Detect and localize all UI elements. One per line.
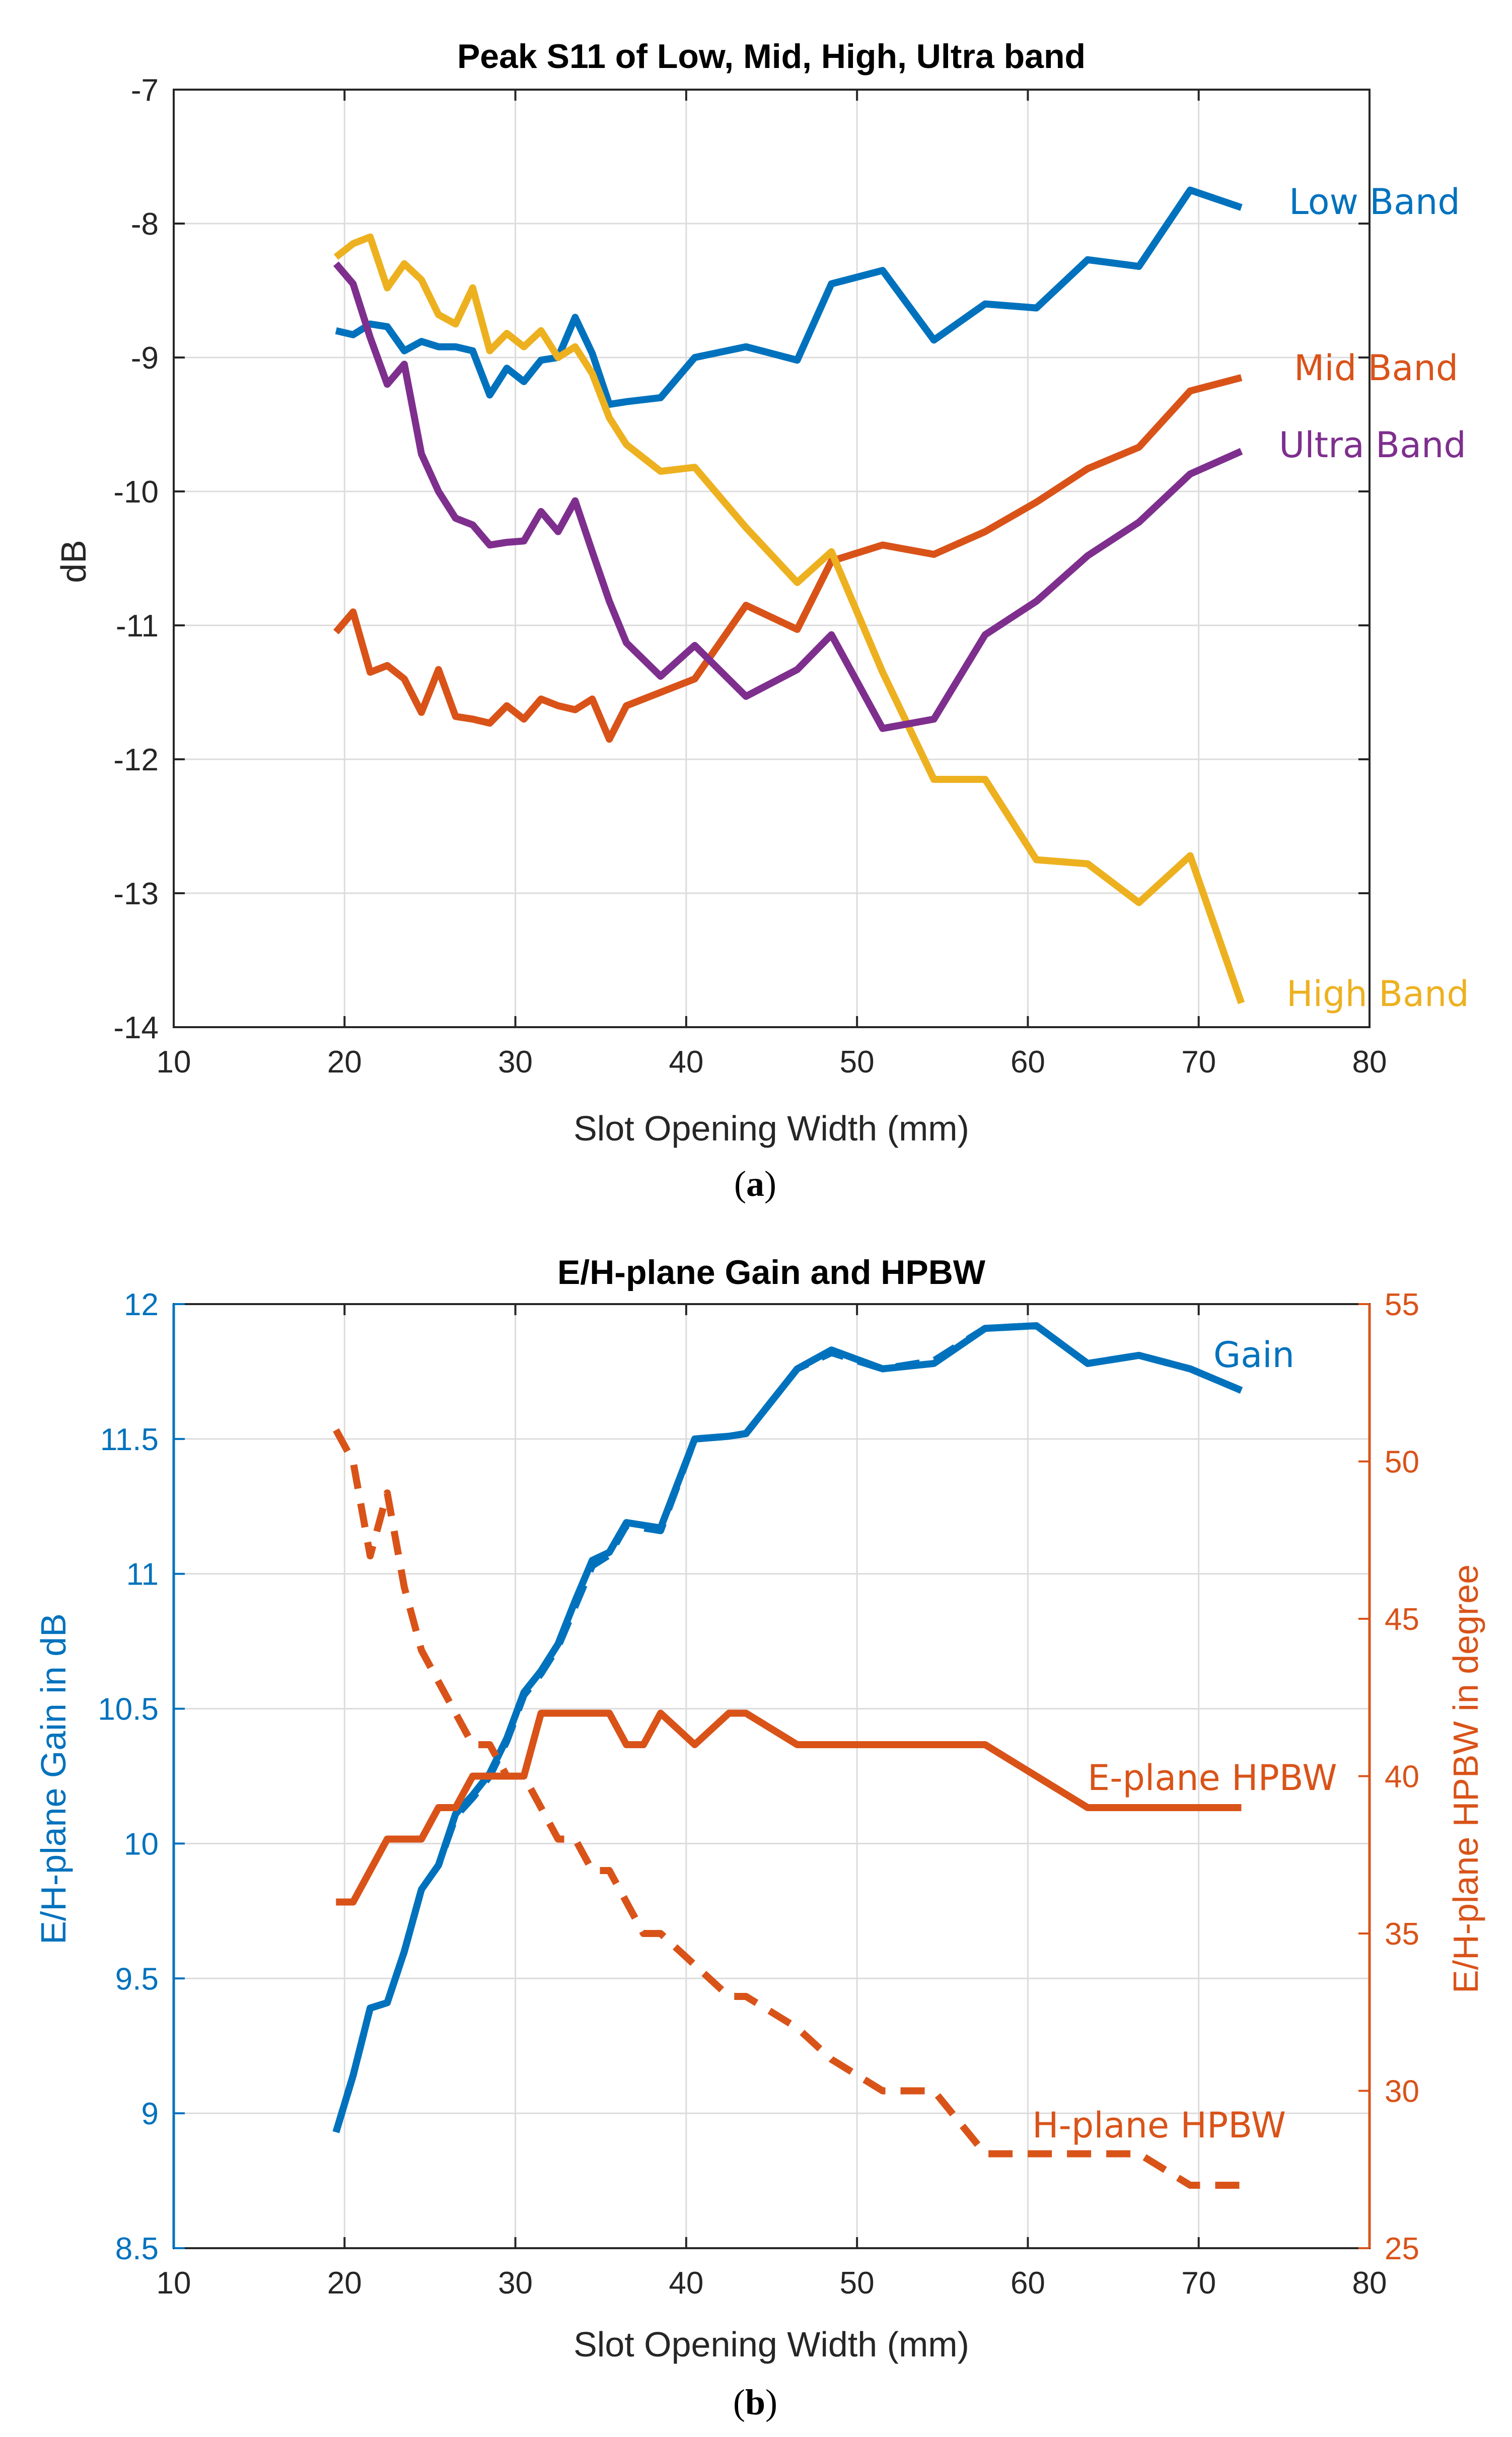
- y-right-tick-label: 45: [1385, 1602, 1419, 1637]
- y-tick-label: 8.5: [115, 2232, 159, 2266]
- chart-b-xlabel: Slot Opening Width (mm): [573, 2325, 969, 2364]
- series-line-e-plane-gain: [332, 1322, 1243, 2133]
- panel-label-b: (b): [733, 2382, 777, 2422]
- label-low-band: Low Band: [1289, 181, 1460, 223]
- label-ultra-band: Ultra Band: [1279, 424, 1466, 466]
- series-line-high-band: [333, 233, 1245, 1005]
- y-tick-label: -10: [113, 475, 159, 510]
- x-tick-label: 20: [327, 2266, 362, 2301]
- chart-a-xlabel: Slot Opening Width (mm): [573, 1109, 969, 1148]
- x-tick-label: 10: [157, 2266, 191, 2301]
- chart-b-ylabel-left: E/H-plane Gain in dB: [34, 1613, 73, 1945]
- y-tick-label: 9.5: [115, 1962, 159, 1996]
- series-line-h-plane-hpbw: [333, 1428, 1242, 2189]
- x-tick-label: 30: [498, 2266, 533, 2301]
- series-line-e-plane-hpbw: [336, 1709, 1242, 1906]
- y-tick-label: -7: [131, 73, 159, 108]
- x-tick-label: 40: [669, 2266, 703, 2301]
- chart-b-title: E/H-plane Gain and HPBW: [557, 1253, 986, 1292]
- y-tick-label: 11.5: [100, 1422, 159, 1457]
- chart-b: 10 20 30 40 50 60 70 80 8.5 9 9.5 10 10.5 11 11.5 12 25 3…: [34, 1253, 1485, 2364]
- x-tick-label: 30: [498, 1045, 533, 1080]
- y-tick-label: 12: [124, 1287, 159, 1322]
- x-tick-label: 50: [840, 1045, 875, 1080]
- y-right-tick-label: 55: [1385, 1287, 1419, 1322]
- label-gain: Gain: [1213, 1334, 1294, 1376]
- x-tick-label: 40: [669, 1045, 703, 1080]
- chart-b-ylabel-right: E/H-plane HPBW in degree: [1446, 1564, 1485, 1993]
- y-tick-label: -14: [113, 1011, 159, 1045]
- label-mid-band: Mid Band: [1294, 347, 1458, 389]
- x-tick-label: 20: [327, 1045, 362, 1080]
- y-right-tick-label: 50: [1385, 1445, 1419, 1480]
- y-right-tick-label: 30: [1385, 2074, 1419, 2109]
- series-line-ultra-band: [333, 261, 1243, 732]
- y-tick-label: 11: [126, 1557, 159, 1592]
- x-tick-label: 50: [840, 2266, 875, 2301]
- chart-b-series: [332, 1322, 1243, 2189]
- y-tick-label: -8: [131, 207, 159, 242]
- series-line-low-band: [335, 186, 1243, 408]
- label-h-plane-hpbw: H-plane HPBW: [1032, 2105, 1286, 2146]
- y-right-tick-label: 25: [1385, 2232, 1419, 2266]
- y-right-tick-label: 40: [1385, 1760, 1419, 1795]
- chart-a: 10 20 30 40 50 60 70 80 -14 -13 -12 -11 -10 -9 -8 -7 Pe…: [54, 37, 1469, 1148]
- chart-a-ticks: 10 20 30 40 50 60 70 80 -14 -13 -12 -11 -10 -9 -8 -7: [113, 73, 1387, 1080]
- y-tick-label: -9: [131, 341, 159, 376]
- x-tick-label: 70: [1181, 1045, 1216, 1080]
- label-e-plane-hpbw: E-plane HPBW: [1088, 1757, 1337, 1799]
- x-tick-label: 80: [1352, 2266, 1387, 2301]
- series-line-mid-band: [333, 374, 1243, 743]
- y-tick-label: -12: [113, 743, 159, 777]
- y-tick-label: 10: [124, 1827, 159, 1861]
- x-tick-label: 60: [1011, 2266, 1045, 2301]
- y-tick-label: -13: [113, 877, 159, 911]
- x-tick-label: 70: [1181, 2266, 1216, 2301]
- label-high-band: High Band: [1286, 973, 1469, 1015]
- chart-a-ylabel: dB: [54, 540, 93, 583]
- y-right-tick-label: 35: [1385, 1917, 1419, 1952]
- y-tick-label: 9: [141, 2097, 159, 2131]
- plot-frame: [173, 89, 1371, 1028]
- series-line-h-plane-gain: [332, 1322, 1243, 2133]
- y-tick-label: 10.5: [98, 1692, 159, 1727]
- chart-a-title: Peak S11 of Low, Mid, High, Ultra band: [457, 37, 1086, 76]
- panel-label-a: (a): [734, 1164, 776, 1204]
- x-tick-label: 80: [1352, 1045, 1387, 1080]
- chart-a-series: [333, 186, 1245, 1005]
- chart-b-ticks: 10 20 30 40 50 60 70 80 8.5 9 9.5 10 10.5 11 11.5 12 25 3…: [98, 1287, 1419, 2301]
- y-tick-label: -11: [116, 609, 159, 643]
- x-tick-label: 10: [157, 1045, 191, 1080]
- x-tick-label: 60: [1011, 1045, 1045, 1080]
